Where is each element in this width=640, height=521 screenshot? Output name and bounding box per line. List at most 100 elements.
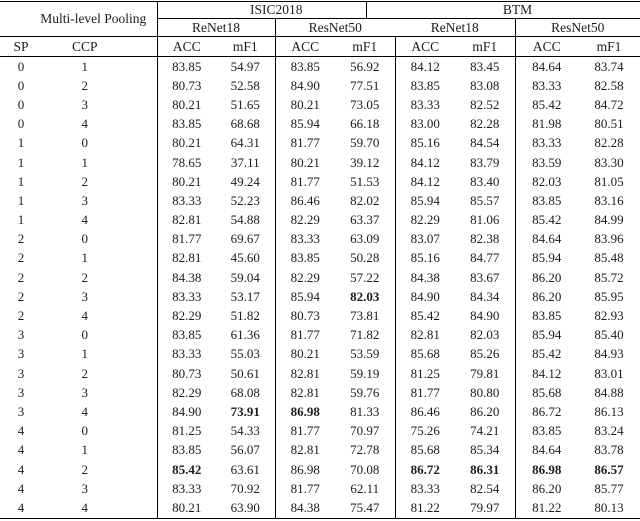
cell-sp: 1 (17, 135, 25, 151)
model-header-btm-renet18: ReNet18 (395, 18, 516, 37)
cell-value: 86.20 (455, 402, 516, 422)
cell-value: 83.85 (290, 58, 320, 74)
cell-value: 77.51 (335, 76, 396, 96)
cell-value: 84.38 (172, 269, 202, 285)
cell-value: 80.13 (594, 499, 624, 515)
cell-value: 80.21 (290, 154, 320, 170)
cell-value: 66.18 (335, 114, 396, 134)
cell-value: 82.38 (455, 229, 516, 249)
cell-value: 84.12 (532, 365, 562, 381)
cell-value: 55.03 (216, 344, 276, 364)
cell-value: 84.64 (532, 231, 562, 247)
cell-ccp: 3 (42, 95, 158, 115)
cell-value: 63.09 (335, 229, 396, 249)
header-row-models: ReNet18 ResNet50 ReNet18 ResNet50 (0, 18, 640, 37)
cell-value: 70.97 (335, 421, 396, 441)
table-row: 1 3 83.33 52.23 86.46 82.02 85.94 85.57 83.85 83.… (0, 191, 640, 211)
dataset-header-isic2018: ISIC2018 (157, 1, 396, 19)
cell-value: 85.42 (172, 461, 202, 477)
cell-value: 82.81 (290, 384, 320, 400)
cell-value: 82.54 (455, 479, 516, 499)
cell-value: 83.33 (532, 135, 562, 151)
cell-sp: 2 (17, 231, 25, 247)
cell-value: 80.21 (172, 135, 202, 151)
cell-value: 57.22 (335, 268, 396, 288)
cell-value: 83.59 (532, 154, 562, 170)
cell-value: 82.52 (455, 95, 516, 115)
cell-value: 63.37 (335, 210, 396, 230)
table-row: 2 2 84.38 59.04 82.29 57.22 84.38 83.67 86.20 85.… (0, 268, 640, 288)
cell-value: 83.40 (455, 172, 516, 192)
cell-value: 83.30 (594, 154, 624, 170)
cell-value: 83.33 (172, 288, 202, 304)
cell-value: 68.08 (216, 383, 276, 403)
cell-value: 68.68 (216, 114, 276, 134)
cell-value: 81.77 (290, 423, 320, 439)
cell-value: 59.76 (335, 383, 396, 403)
cell-value: 81.06 (455, 210, 516, 230)
cell-value: 83.85 (172, 58, 202, 74)
cell-value: 64.31 (216, 133, 276, 153)
cell-ccp: 1 (42, 440, 158, 460)
col-header-mf1: mF1 (578, 36, 640, 57)
cell-value: 83.24 (594, 423, 624, 439)
cell-value: 79.97 (455, 498, 516, 518)
table-row: 0 1 83.85 54.97 83.85 56.92 84.12 83.45 84.64 83.… (0, 56, 640, 77)
cell-value: 84.90 (290, 77, 320, 93)
cell-value: 86.98 (532, 461, 562, 477)
table-row: 1 4 82.81 54.88 82.29 63.37 82.29 81.06 85.42 84.… (0, 210, 640, 230)
cell-ccp: 3 (42, 383, 158, 403)
cell-value: 86.98 (290, 461, 320, 477)
table-row: 2 1 82.81 45.60 83.85 50.28 85.16 84.77 85.94 85.… (0, 248, 640, 269)
table-row: 3 0 83.85 61.36 81.77 71.82 82.81 82.03 85.94 85.… (0, 325, 640, 345)
cell-value: 75.47 (335, 498, 396, 518)
dataset-header-btm: BTM (395, 1, 640, 19)
cell-value: 86.46 (290, 192, 320, 208)
cell-value: 70.92 (216, 479, 276, 499)
cell-value: 84.12 (410, 173, 440, 189)
cell-sp: 2 (17, 269, 25, 285)
cell-value: 82.29 (410, 212, 440, 228)
cell-ccp: 2 (42, 172, 158, 192)
cell-sp: 4 (17, 480, 25, 496)
cell-value: 83.74 (594, 58, 624, 74)
cell-value: 84.12 (410, 58, 440, 74)
model-header-isic-resnet50: ResNet50 (275, 18, 396, 37)
cell-value: 84.90 (172, 403, 202, 419)
table-row: 0 3 80.21 51.65 80.21 73.05 83.33 82.52 85.42 84.… (0, 95, 640, 115)
cell-sp: 0 (17, 96, 25, 112)
cell-value: 74.21 (455, 421, 516, 441)
cell-sp: 4 (17, 423, 25, 439)
cell-value: 83.33 (172, 192, 202, 208)
cell-value: 84.99 (594, 212, 624, 228)
table-row: 4 1 83.85 56.07 82.81 72.78 85.68 85.34 84.64 83.… (0, 440, 640, 460)
cell-value: 51.53 (335, 172, 396, 192)
cell-value: 84.12 (410, 154, 440, 170)
cell-value: 83.85 (532, 308, 562, 324)
cell-value: 83.33 (172, 480, 202, 496)
table-row: 4 0 81.25 54.33 81.77 70.97 75.26 74.21 83.85 83.… (0, 421, 640, 441)
cell-sp: 3 (17, 346, 25, 362)
cell-value: 84.34 (455, 287, 516, 307)
cell-ccp: 1 (42, 344, 158, 364)
cell-value: 53.59 (335, 344, 396, 364)
cell-ccp: 0 (42, 325, 158, 345)
cell-value: 80.21 (172, 499, 202, 515)
col-header-ccp: CCP (42, 36, 158, 57)
cell-value: 81.25 (410, 365, 440, 381)
cell-value: 84.64 (532, 442, 562, 458)
cell-ccp: 3 (42, 479, 158, 499)
cell-value: 80.21 (290, 96, 320, 112)
cell-value: 82.29 (172, 308, 202, 324)
cell-value: 85.68 (410, 442, 440, 458)
cell-value: 49.24 (216, 172, 276, 192)
cell-value: 70.08 (335, 459, 396, 480)
cell-sp: 1 (17, 173, 25, 189)
cell-value: 39.12 (335, 152, 396, 173)
cell-value: 59.19 (335, 364, 396, 384)
cell-ccp: 2 (42, 76, 158, 96)
col-header-acc: ACC (275, 36, 335, 57)
cell-value: 84.38 (410, 269, 440, 285)
cell-value: 81.98 (532, 116, 562, 132)
